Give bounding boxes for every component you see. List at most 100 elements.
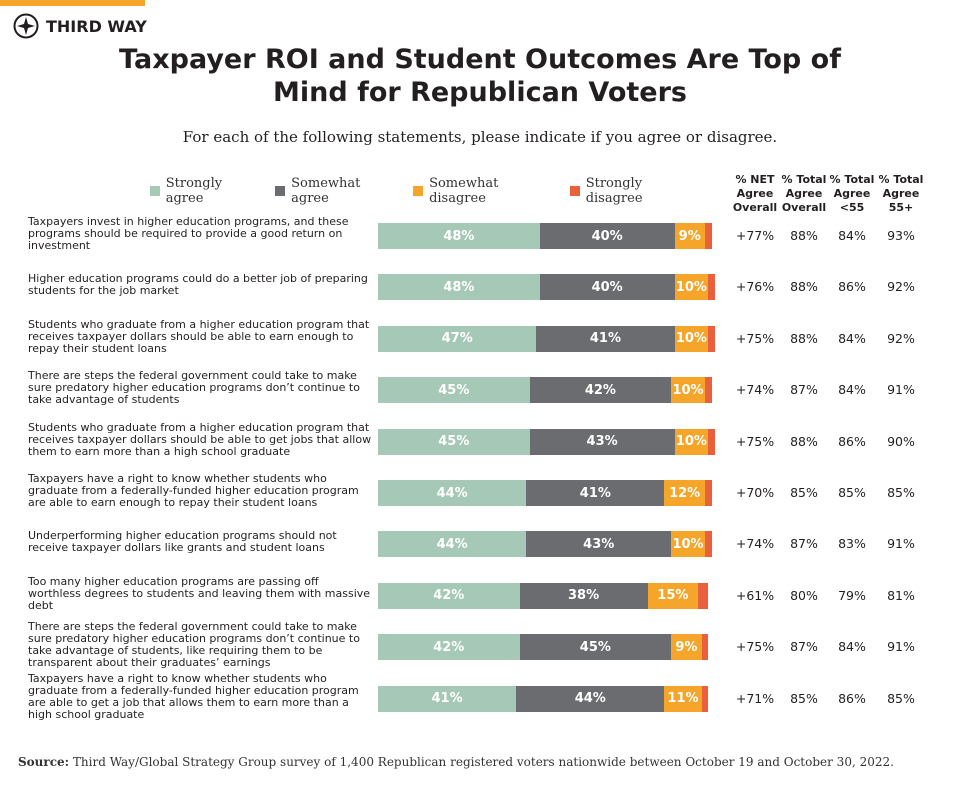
table-cell: 84% xyxy=(838,330,866,346)
bar-label: 10% xyxy=(672,382,704,398)
bar-label: 9% xyxy=(678,228,701,244)
bar-segment: 10% xyxy=(674,325,709,352)
bar-segment xyxy=(698,582,709,609)
bar-segment: 9% xyxy=(671,634,702,661)
legend-swatch xyxy=(569,186,580,196)
bar-segment: 44% xyxy=(378,531,527,558)
bar-segment: 10% xyxy=(674,274,709,301)
table-cell: 91% xyxy=(887,382,915,398)
bar-segment xyxy=(708,325,715,352)
table-cell: 93% xyxy=(887,228,915,243)
bar-segment xyxy=(708,274,715,301)
bar-label: 45% xyxy=(579,639,611,655)
table-cell: 87% xyxy=(790,536,818,552)
table-cell: +77% xyxy=(735,228,775,243)
table-cell: 88% xyxy=(790,228,818,243)
bar-segment: 40% xyxy=(539,223,675,249)
legend-swatch xyxy=(413,186,424,196)
table-cell: +70% xyxy=(735,485,775,500)
row-label: Students who graduate from a higher educ… xyxy=(28,317,370,355)
bar-segment: 44% xyxy=(516,685,665,712)
bar-segment: 41% xyxy=(378,685,517,712)
legend-item: Strongly agree xyxy=(150,176,261,206)
table-cell: 92% xyxy=(887,279,915,295)
row-label: Taxpayers have a right to know whether s… xyxy=(28,472,359,509)
table-cell: 81% xyxy=(887,587,915,603)
table-cell: 84% xyxy=(838,228,866,243)
table-cell: +74% xyxy=(735,382,775,398)
table-cell: +74% xyxy=(735,536,775,552)
bar-segment xyxy=(701,634,709,661)
legend-swatch xyxy=(150,186,160,196)
row-label: There are steps the federal government c… xyxy=(28,369,360,407)
bar-label: 44% xyxy=(436,485,468,501)
bar-segment: 9% xyxy=(674,223,705,249)
bar-label: 10% xyxy=(672,536,704,552)
row-label: Students who graduate from a higher educ… xyxy=(28,420,372,458)
bar-label: 47% xyxy=(441,331,473,347)
bar-segment xyxy=(708,428,715,455)
row-label: There are steps the federal government c… xyxy=(28,620,360,670)
table-cell: 85% xyxy=(790,690,818,706)
table-cell: 88% xyxy=(790,433,818,449)
brand-name: THIRD WAY xyxy=(46,17,147,36)
bar-label: 10% xyxy=(675,331,707,347)
bar-label: 10% xyxy=(675,434,707,450)
legend: Strongly agree Somewhat agree Somewhat dis… xyxy=(150,176,700,206)
table-cell: 91% xyxy=(887,536,915,552)
bar-label: 15% xyxy=(657,588,689,604)
row-label: Too many higher education programs are p… xyxy=(28,574,371,612)
column-header: % Total Agree Overall xyxy=(781,173,827,214)
row-label: Higher education programs could do a bet… xyxy=(28,272,368,298)
bar-label: 38% xyxy=(567,588,600,604)
bar-segment: 43% xyxy=(526,531,672,558)
bar-segment: 47% xyxy=(378,325,537,352)
table-cell: 86% xyxy=(838,690,866,706)
bar-segment: 41% xyxy=(536,325,675,352)
column-header: % NET Agree Overall xyxy=(732,173,778,214)
table-cell: +75% xyxy=(735,330,775,346)
bar-label: 40% xyxy=(591,279,623,295)
bar-segment: 15% xyxy=(647,582,699,609)
table-cell: 87% xyxy=(790,382,818,398)
bar-segment: 45% xyxy=(378,428,530,455)
bar-label: 44% xyxy=(574,691,606,707)
bar-segment: 42% xyxy=(529,377,672,404)
table-cell: 88% xyxy=(790,330,818,346)
table-cell: 85% xyxy=(887,485,915,500)
table-cell: 87% xyxy=(790,639,818,655)
source-note: Source: Third Way/Global Strategy Group … xyxy=(18,755,894,769)
source-text: Third Way/Global Strategy Group survey o… xyxy=(72,755,894,769)
bar-label: 48% xyxy=(443,279,475,295)
bar-segment: 44% xyxy=(378,480,527,506)
column-header: % Total Agree <55 xyxy=(829,173,875,214)
table-cell: +61% xyxy=(735,587,775,603)
bar-segment xyxy=(704,480,712,506)
bar-segment: 42% xyxy=(378,634,520,661)
legend-label: Somewhat agree xyxy=(291,176,361,206)
bar-segment: 48% xyxy=(378,274,540,301)
table-cell: 84% xyxy=(838,382,866,398)
bar-label: 45% xyxy=(438,382,470,398)
table-cell: +71% xyxy=(735,690,775,706)
legend-label: Strongly disagree xyxy=(585,176,643,206)
table-cell: +75% xyxy=(735,639,775,655)
bar-label: 41% xyxy=(431,691,463,707)
bar-label: 11% xyxy=(667,691,699,707)
bar-segment: 10% xyxy=(671,531,705,558)
bar-segment: 42% xyxy=(378,582,520,609)
table-cell: 85% xyxy=(790,485,818,500)
bar-segment xyxy=(704,531,712,558)
table-cell: 85% xyxy=(887,690,915,706)
chart-subtitle: For each of the following statements, pl… xyxy=(182,128,778,146)
table-cell: 86% xyxy=(838,433,866,449)
bar-segment xyxy=(704,377,712,404)
table-cell: 88% xyxy=(790,279,818,295)
legend-label: Strongly agree xyxy=(165,176,223,206)
bar-label: 41% xyxy=(579,485,611,501)
bar-segment: 48% xyxy=(378,223,540,249)
table-cell: 83% xyxy=(838,536,866,552)
bar-label: 43% xyxy=(583,536,615,552)
legend-swatch xyxy=(275,186,286,196)
